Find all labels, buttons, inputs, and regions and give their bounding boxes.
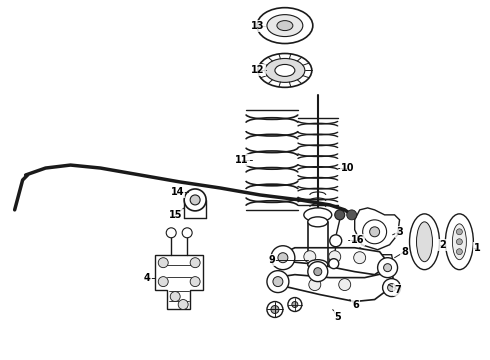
Text: 13: 13 <box>251 21 265 31</box>
Text: 15: 15 <box>169 210 182 220</box>
Ellipse shape <box>277 21 293 31</box>
Text: 11: 11 <box>235 155 249 165</box>
Ellipse shape <box>267 15 303 37</box>
Ellipse shape <box>314 268 322 276</box>
Ellipse shape <box>335 210 345 220</box>
Ellipse shape <box>308 217 328 227</box>
Text: 10: 10 <box>341 163 354 173</box>
Ellipse shape <box>271 246 295 270</box>
Text: 2: 2 <box>439 240 446 250</box>
Text: 5: 5 <box>334 312 341 323</box>
Text: 6: 6 <box>352 300 359 310</box>
Ellipse shape <box>271 306 279 314</box>
Ellipse shape <box>378 258 397 278</box>
Ellipse shape <box>278 253 288 263</box>
Ellipse shape <box>339 279 351 291</box>
Ellipse shape <box>288 298 302 311</box>
Ellipse shape <box>267 302 283 318</box>
Ellipse shape <box>330 235 342 247</box>
Text: 3: 3 <box>396 227 403 237</box>
Ellipse shape <box>452 224 466 260</box>
Ellipse shape <box>304 208 332 222</box>
Ellipse shape <box>416 222 433 262</box>
Ellipse shape <box>184 189 206 211</box>
Ellipse shape <box>456 229 463 235</box>
Polygon shape <box>355 208 399 250</box>
Ellipse shape <box>383 279 400 297</box>
Ellipse shape <box>190 195 200 205</box>
Ellipse shape <box>308 260 328 270</box>
Ellipse shape <box>258 54 312 87</box>
Ellipse shape <box>170 292 180 302</box>
Ellipse shape <box>369 227 380 237</box>
Polygon shape <box>275 272 394 302</box>
Text: 1: 1 <box>474 243 481 253</box>
Ellipse shape <box>182 228 192 238</box>
Polygon shape <box>280 248 390 275</box>
Ellipse shape <box>267 271 289 293</box>
Ellipse shape <box>158 276 168 287</box>
Ellipse shape <box>265 58 305 82</box>
Ellipse shape <box>275 64 295 76</box>
Ellipse shape <box>292 302 298 307</box>
Ellipse shape <box>190 258 200 268</box>
Ellipse shape <box>158 258 168 268</box>
Text: 8: 8 <box>401 247 408 257</box>
Ellipse shape <box>304 251 316 263</box>
Ellipse shape <box>329 259 339 269</box>
Text: 12: 12 <box>251 66 265 76</box>
Ellipse shape <box>257 8 313 44</box>
Ellipse shape <box>347 210 357 220</box>
Polygon shape <box>360 248 394 272</box>
Ellipse shape <box>363 220 387 244</box>
Ellipse shape <box>190 276 200 287</box>
Ellipse shape <box>178 300 188 310</box>
Text: 16: 16 <box>351 235 365 245</box>
Polygon shape <box>155 255 203 310</box>
Text: 4: 4 <box>144 273 150 283</box>
Ellipse shape <box>354 252 366 264</box>
Ellipse shape <box>388 284 395 292</box>
Text: 14: 14 <box>171 187 184 197</box>
Ellipse shape <box>329 251 341 263</box>
Ellipse shape <box>456 249 463 255</box>
Ellipse shape <box>384 264 392 272</box>
Ellipse shape <box>410 214 440 270</box>
Ellipse shape <box>445 214 473 270</box>
Ellipse shape <box>309 279 321 291</box>
Ellipse shape <box>166 228 176 238</box>
Ellipse shape <box>273 276 283 287</box>
Text: 9: 9 <box>269 255 275 265</box>
Ellipse shape <box>456 239 463 245</box>
Ellipse shape <box>308 262 328 282</box>
Text: 7: 7 <box>394 284 401 294</box>
